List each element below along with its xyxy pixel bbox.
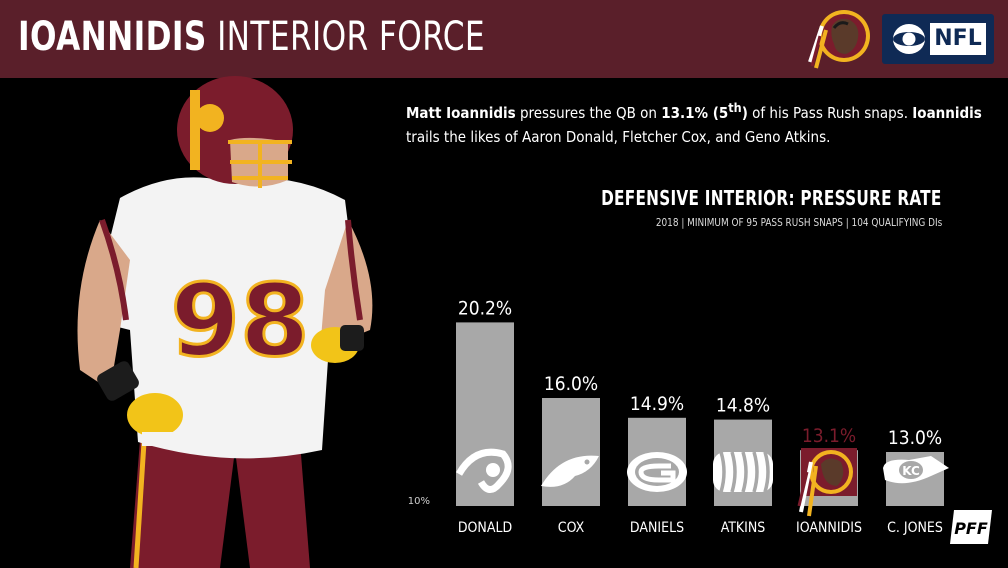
description-text: Matt Ioannidis pressures the QB on 13.1%… <box>406 96 986 149</box>
category-label: ATKINS <box>721 520 766 536</box>
eagles-logo-icon <box>541 455 599 487</box>
value-label: 13.0% <box>888 427 942 449</box>
desc-player-name: Matt Ioannidis <box>406 104 516 122</box>
pff-logo-icon: PFF <box>950 510 992 544</box>
category-label: COX <box>558 520 585 536</box>
value-label: 13.1% <box>802 425 856 447</box>
pressure-rate-bar-chart: 10% 20.2% DONALD 16.0% COX 14.9% DANIELS 14.8% A… <box>408 297 949 536</box>
cbs-eye-icon <box>893 24 925 54</box>
header-banner: IOANNIDIS INTERIOR FORCE NFL <box>0 0 1008 78</box>
category-label: IOANNIDIS <box>796 520 862 536</box>
category-label: C. JONES <box>887 520 943 536</box>
svg-text:KC: KC <box>902 464 920 478</box>
value-label: 16.0% <box>544 373 598 395</box>
chart-title: DEFENSIVE INTERIOR: PRESSURE RATE <box>601 186 942 210</box>
chart-subtitle: 2018 | MINIMUM OF 95 PASS RUSH SNAPS | 1… <box>655 216 942 229</box>
svg-text:98: 98 <box>170 262 309 379</box>
title-player-name: IOANNIDIS <box>18 14 207 60</box>
value-label: 20.2% <box>458 297 512 319</box>
chiefs-logo-icon: KC <box>883 456 949 484</box>
desc-stat-sup: th <box>728 100 742 115</box>
desc-stat: 13.1% (5th) <box>661 100 748 122</box>
bengals-logo-icon <box>713 451 773 493</box>
redskins-logo-icon <box>797 448 857 517</box>
player-photo: 98 <box>77 76 373 568</box>
svg-text:PFF: PFF <box>954 519 988 538</box>
redskins-logo-icon <box>808 10 870 69</box>
y-axis-min-label: 10% <box>408 496 430 507</box>
category-label: DONALD <box>458 520 512 536</box>
rams-logo-icon <box>455 448 512 493</box>
desc-player-name-2: Ioannidis <box>912 104 982 122</box>
page-title: IOANNIDIS INTERIOR FORCE <box>18 14 485 60</box>
cbs-nfl-logo: NFL <box>882 14 994 64</box>
desc-text-1: pressures the QB on <box>515 104 662 122</box>
bar-cox <box>542 398 600 506</box>
desc-line-2: trails the likes of Aaron Donald, Fletch… <box>406 128 831 146</box>
value-label: 14.9% <box>630 393 684 415</box>
packers-logo-icon <box>627 452 687 492</box>
value-label: 14.8% <box>716 395 770 417</box>
nfl-badge: NFL <box>930 23 986 55</box>
title-subtitle: INTERIOR FORCE <box>217 14 486 60</box>
desc-text-2: of his Pass Rush snaps. <box>747 104 913 122</box>
category-label: DANIELS <box>630 520 684 536</box>
